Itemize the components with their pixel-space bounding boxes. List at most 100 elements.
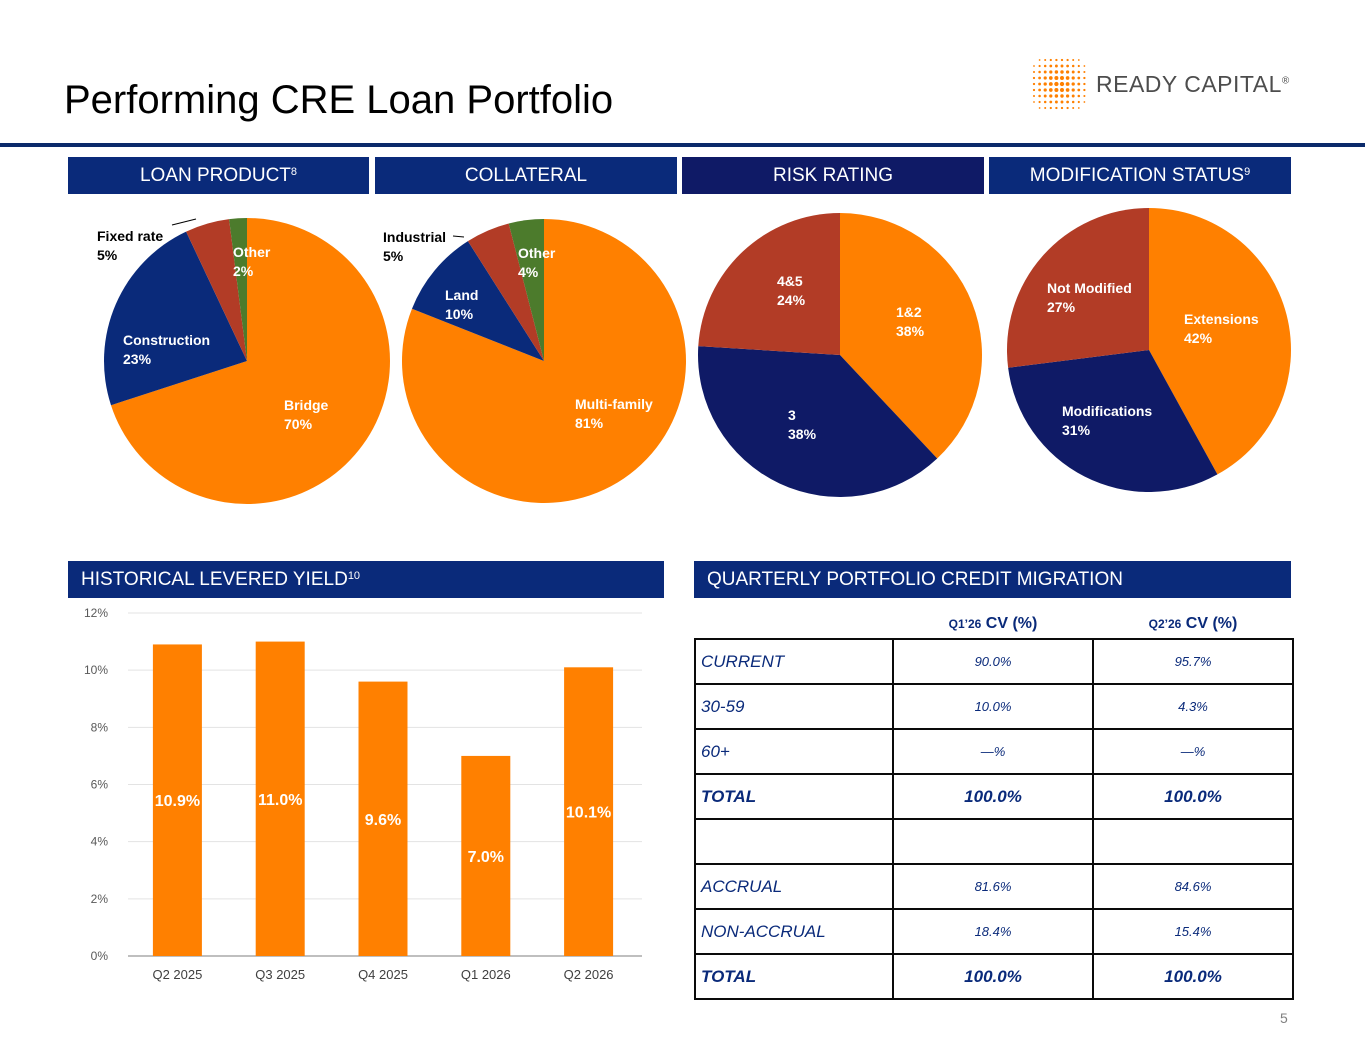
pie-slice-label: Industrial [383,229,446,245]
pie-slice-value: 38% [896,323,925,339]
pie-slice [698,213,840,355]
logo-dot [1060,76,1064,80]
pie-slice-label: Land [445,287,478,303]
logo-dot [1055,58,1058,62]
logo-dot [1066,106,1069,110]
pie-slice-value: 31% [1062,422,1091,438]
logo-dot [1071,76,1075,80]
row-label: 30-59 [694,683,894,730]
loan-product-header: LOAN PRODUCT 8 [68,157,369,194]
migration-col-q2: Q2’26 CV (%) [1093,610,1293,639]
logo-dot [1038,100,1041,104]
yield-header-text: HISTORICAL LEVERED YIELD [81,568,348,590]
pie-slice-label: Other [518,245,556,261]
x-tick-label: Q2 2026 [564,967,614,982]
row-label: ACCRUAL [694,863,894,910]
bar [255,641,305,956]
logo-dot [1077,76,1081,80]
row-label: TOTAL [694,773,894,820]
pie-slice-label: Bridge [284,397,329,413]
pie-slice [467,223,544,361]
logo-dot [1071,70,1075,74]
row-label: NON-ACCRUAL [694,908,894,955]
bar [358,681,408,956]
pie-slice-label: Modifications [1062,403,1152,419]
pie-slice [1149,208,1291,475]
table-row: NON-ACCRUAL 18.4% 15.4% [694,908,1294,955]
logo-dot [1038,94,1041,98]
logo-dot [1049,94,1053,98]
logo-dot [1077,70,1081,74]
logo-dot [1060,64,1064,68]
logo-dot [1043,88,1047,92]
bar-data-label: 7.0% [468,849,504,866]
logo-dot [1071,94,1075,98]
page-number: 5 [1280,1010,1288,1026]
pie-slice-label: 3 [788,407,796,423]
pie-slice-label: Fixed rate [97,228,163,244]
table-cell: 81.6% [892,863,1094,910]
risk-rating-pie-chart: 1&2 38% 3 38% 4&5 24% [698,213,982,497]
page-title: Performing CRE Loan Portfolio [64,78,614,122]
y-tick-label: 0% [91,949,109,963]
logo-dot [1044,58,1047,62]
logo-dot [1065,94,1070,98]
logo-dot [1032,94,1036,98]
logo-dot [1077,59,1080,61]
migration-header-blank [695,610,893,639]
x-tick-label: Q4 2025 [358,967,408,982]
logo-dot [1065,76,1070,80]
pie-slice-value: 70% [284,416,313,432]
x-tick-label: Q2 2025 [152,967,202,982]
logo-dot [1071,88,1075,92]
logo-dot [1071,82,1075,86]
logo-dot [1066,64,1069,68]
logo-dot [1065,82,1070,86]
pie-slice-value: 81% [575,415,604,431]
logo-dot [1038,59,1041,61]
pie-slice-label: Multi-family [575,396,653,412]
logo-dot [1038,64,1041,68]
logo-dot [1038,70,1041,74]
logo-dot [1072,58,1075,62]
table-cell: 100.0% [1092,953,1294,1000]
pie-slice-label: Construction [123,332,210,348]
pie-slice-label: Other [233,244,271,260]
y-tick-label: 10% [84,663,108,677]
logo-dot [1060,58,1064,62]
logo-dot [1032,70,1036,74]
pie-slice-value: 5% [383,248,404,264]
table-row: TOTAL 100.0% 100.0% [694,773,1294,820]
modification-header-text: MODIFICATION STATUS [1029,164,1245,186]
migration-col-q1: Q1’26 CV (%) [893,610,1093,639]
pie-slice-value: 42% [1184,330,1213,346]
logo-dot [1048,76,1053,80]
bar-data-label: 9.6% [365,812,401,829]
modification-status-pie-chart: Extensions 42% Modifications 31% Not Modifie… [1007,207,1291,492]
pie-slice [186,219,247,361]
pie-slice [840,213,982,459]
x-tick-label: Q3 2025 [255,967,305,982]
title-divider [0,143,1365,147]
pie-slice-label: Not Modified [1047,280,1132,296]
table-cell: 90.0% [892,638,1094,685]
loan-product-footnote: 8 [290,165,298,178]
logo-dot [1049,100,1053,104]
logo-dot [1043,82,1047,86]
loan-product-header-text: LOAN PRODUCT [139,164,291,186]
modification-status-header: MODIFICATION STATUS 9 [989,157,1291,194]
y-tick-label: 6% [91,778,109,792]
bar-data-label: 10.1% [566,805,611,822]
logo-wordmark: READY CAPITAL [1096,71,1282,97]
pie-slice-label: 1&2 [896,304,922,320]
ready-capital-logo: READY CAPITAL® [1030,56,1320,112]
logo-dot [1043,76,1047,80]
pie-slice [110,218,391,505]
loan-product-pie-chart: Bridge 70% Construction 23% Fixed rate 5% Othe… [97,218,391,505]
pie-leader-line [452,235,465,238]
logo-dot [1077,88,1081,92]
table-row: ACCRUAL 81.6% 84.6% [694,863,1294,910]
y-tick-label: 8% [91,720,109,734]
logo-dot [1060,100,1064,104]
table-row: CURRENT 90.0% 95.7% [694,638,1294,685]
